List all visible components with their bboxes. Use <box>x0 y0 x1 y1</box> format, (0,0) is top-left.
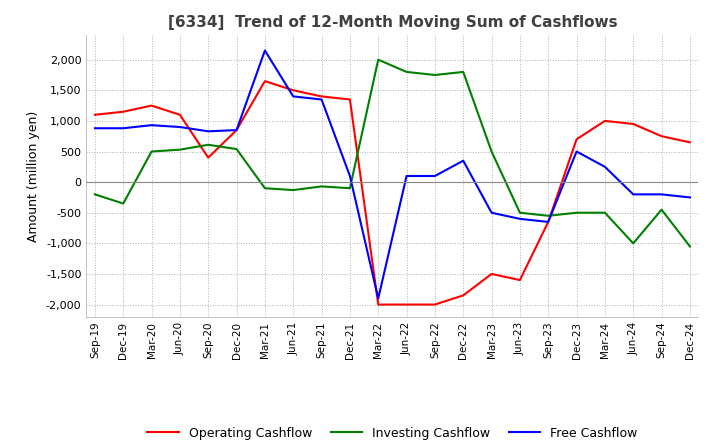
Free Cashflow <box>91 125 99 131</box>
Operating Cashflow <box>176 112 184 117</box>
Free Cashflow <box>374 296 382 301</box>
Investing Cashflow <box>431 72 439 77</box>
Line: Free Cashflow: Free Cashflow <box>95 51 690 298</box>
Investing Cashflow <box>119 201 127 206</box>
Free Cashflow <box>119 125 127 131</box>
Operating Cashflow <box>544 219 552 224</box>
Investing Cashflow <box>572 210 581 215</box>
Operating Cashflow <box>572 137 581 142</box>
Operating Cashflow <box>516 278 524 283</box>
Investing Cashflow <box>374 57 382 62</box>
Free Cashflow <box>289 94 297 99</box>
Investing Cashflow <box>261 186 269 191</box>
Free Cashflow <box>685 195 694 200</box>
Operating Cashflow <box>261 78 269 84</box>
Operating Cashflow <box>374 302 382 307</box>
Investing Cashflow <box>318 184 326 189</box>
Free Cashflow <box>402 173 411 179</box>
Operating Cashflow <box>204 155 212 160</box>
Operating Cashflow <box>657 134 666 139</box>
Investing Cashflow <box>544 213 552 218</box>
Investing Cashflow <box>233 147 241 152</box>
Investing Cashflow <box>91 192 99 197</box>
Operating Cashflow <box>431 302 439 307</box>
Operating Cashflow <box>233 128 241 133</box>
Investing Cashflow <box>459 69 467 74</box>
Legend: Operating Cashflow, Investing Cashflow, Free Cashflow: Operating Cashflow, Investing Cashflow, … <box>143 422 642 440</box>
Operating Cashflow <box>685 139 694 145</box>
Investing Cashflow <box>346 186 354 191</box>
Free Cashflow <box>629 192 637 197</box>
Free Cashflow <box>204 128 212 134</box>
Investing Cashflow <box>402 69 411 74</box>
Y-axis label: Amount (million yen): Amount (million yen) <box>27 110 40 242</box>
Investing Cashflow <box>685 244 694 249</box>
Free Cashflow <box>148 123 156 128</box>
Investing Cashflow <box>176 147 184 152</box>
Line: Operating Cashflow: Operating Cashflow <box>95 81 690 304</box>
Free Cashflow <box>487 210 496 215</box>
Investing Cashflow <box>289 187 297 193</box>
Operating Cashflow <box>318 94 326 99</box>
Investing Cashflow <box>657 207 666 213</box>
Operating Cashflow <box>148 103 156 108</box>
Operating Cashflow <box>346 97 354 102</box>
Free Cashflow <box>600 164 609 169</box>
Free Cashflow <box>233 128 241 133</box>
Investing Cashflow <box>487 149 496 154</box>
Free Cashflow <box>318 97 326 102</box>
Operating Cashflow <box>91 112 99 117</box>
Free Cashflow <box>261 48 269 53</box>
Free Cashflow <box>516 216 524 221</box>
Free Cashflow <box>657 192 666 197</box>
Free Cashflow <box>459 158 467 163</box>
Title: [6334]  Trend of 12-Month Moving Sum of Cashflows: [6334] Trend of 12-Month Moving Sum of C… <box>168 15 617 30</box>
Investing Cashflow <box>629 241 637 246</box>
Line: Investing Cashflow: Investing Cashflow <box>95 60 690 246</box>
Operating Cashflow <box>600 118 609 124</box>
Free Cashflow <box>572 149 581 154</box>
Investing Cashflow <box>516 210 524 215</box>
Free Cashflow <box>431 173 439 179</box>
Free Cashflow <box>544 219 552 224</box>
Investing Cashflow <box>600 210 609 215</box>
Operating Cashflow <box>119 109 127 114</box>
Operating Cashflow <box>289 88 297 93</box>
Operating Cashflow <box>487 271 496 277</box>
Investing Cashflow <box>148 149 156 154</box>
Operating Cashflow <box>459 293 467 298</box>
Free Cashflow <box>176 125 184 130</box>
Operating Cashflow <box>402 302 411 307</box>
Free Cashflow <box>346 173 354 179</box>
Operating Cashflow <box>629 121 637 127</box>
Investing Cashflow <box>204 142 212 147</box>
